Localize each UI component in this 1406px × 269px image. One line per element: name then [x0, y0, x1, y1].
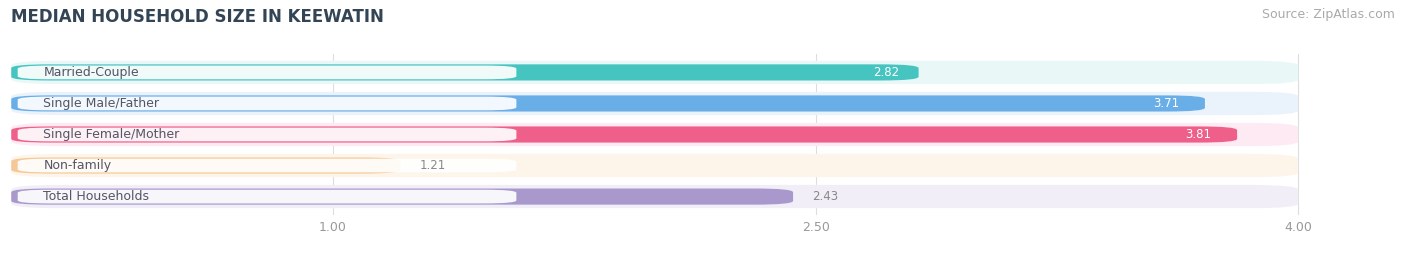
FancyBboxPatch shape	[11, 64, 918, 80]
FancyBboxPatch shape	[18, 128, 516, 141]
Text: Married-Couple: Married-Couple	[44, 66, 139, 79]
Text: 1.21: 1.21	[420, 159, 446, 172]
Text: Non-family: Non-family	[44, 159, 111, 172]
Text: Source: ZipAtlas.com: Source: ZipAtlas.com	[1261, 8, 1395, 21]
FancyBboxPatch shape	[18, 66, 516, 79]
FancyBboxPatch shape	[18, 159, 516, 172]
Text: Single Female/Mother: Single Female/Mother	[44, 128, 180, 141]
FancyBboxPatch shape	[11, 123, 1298, 146]
FancyBboxPatch shape	[11, 61, 1298, 84]
FancyBboxPatch shape	[11, 92, 1298, 115]
FancyBboxPatch shape	[18, 190, 516, 203]
FancyBboxPatch shape	[11, 154, 1298, 177]
FancyBboxPatch shape	[11, 95, 1205, 112]
FancyBboxPatch shape	[11, 189, 793, 205]
FancyBboxPatch shape	[11, 157, 401, 174]
Text: Total Households: Total Households	[44, 190, 149, 203]
Text: Single Male/Father: Single Male/Father	[44, 97, 159, 110]
Text: MEDIAN HOUSEHOLD SIZE IN KEEWATIN: MEDIAN HOUSEHOLD SIZE IN KEEWATIN	[11, 8, 384, 26]
Text: 3.81: 3.81	[1185, 128, 1212, 141]
FancyBboxPatch shape	[11, 126, 1237, 143]
Text: 3.71: 3.71	[1153, 97, 1180, 110]
FancyBboxPatch shape	[18, 97, 516, 110]
Text: 2.82: 2.82	[873, 66, 900, 79]
Text: 2.43: 2.43	[813, 190, 838, 203]
FancyBboxPatch shape	[11, 185, 1298, 208]
